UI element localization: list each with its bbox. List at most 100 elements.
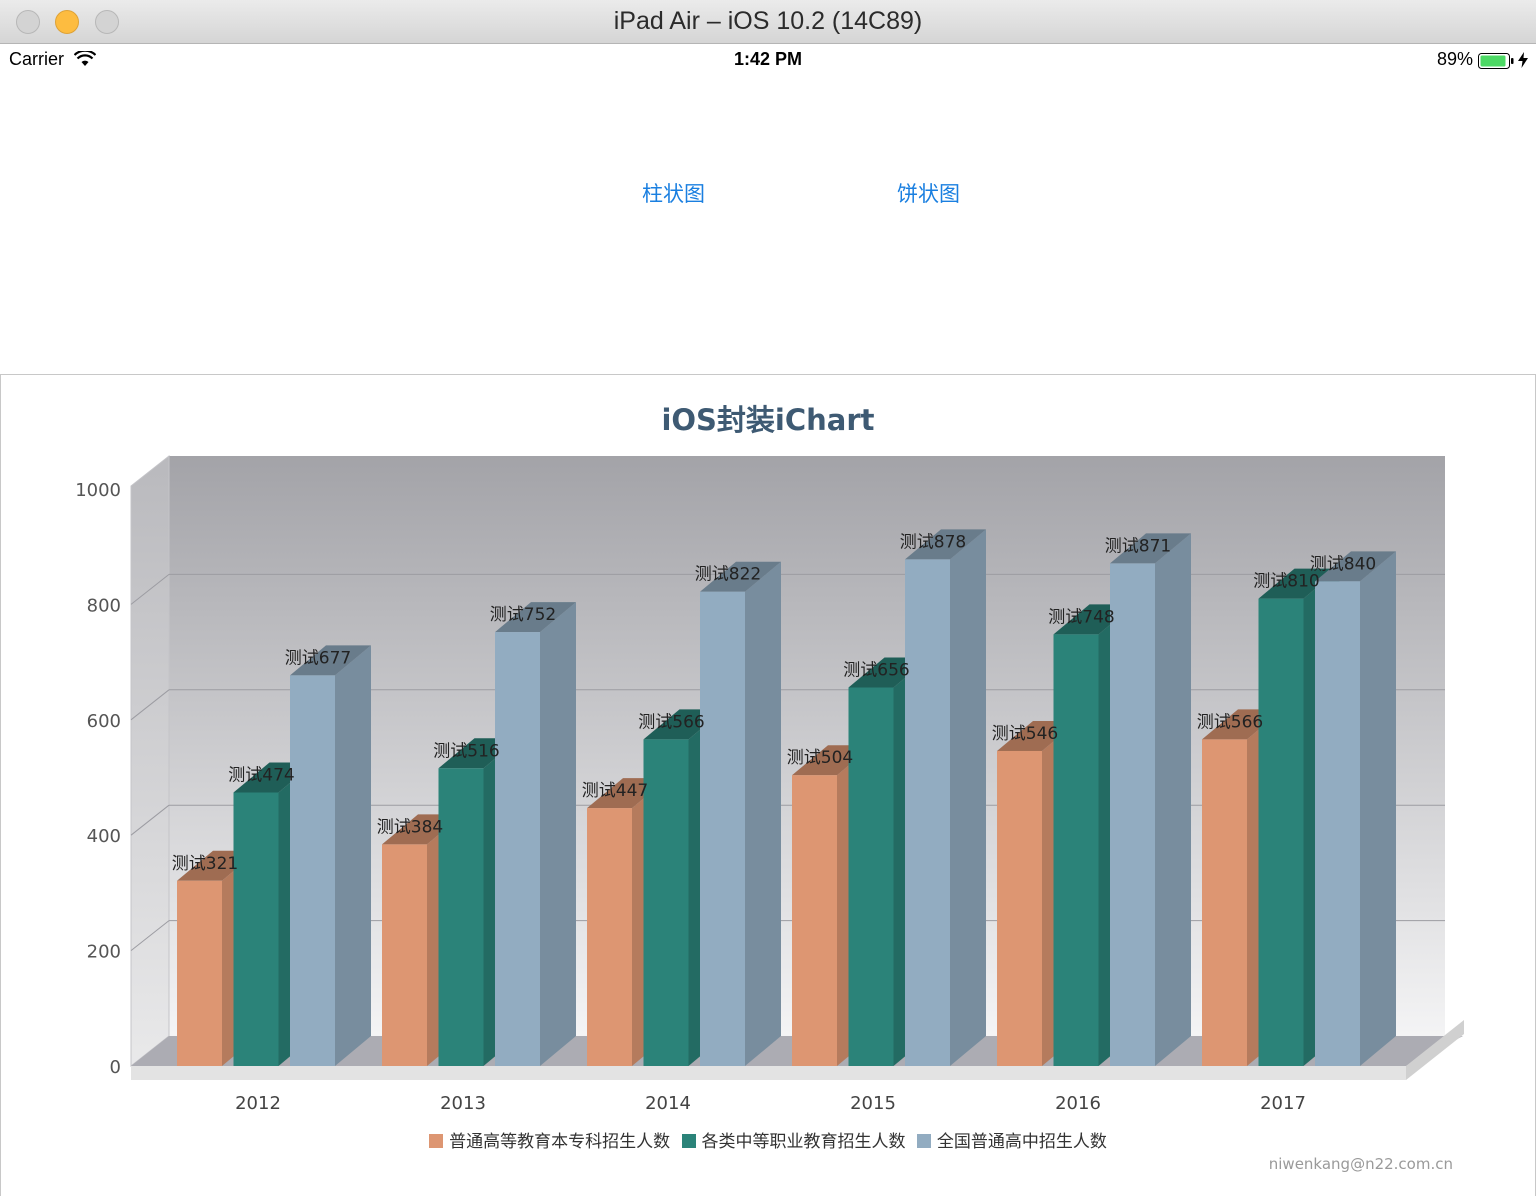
bar-front-face: [438, 768, 484, 1066]
legend-item: 全国普通高中招生人数: [916, 1127, 1107, 1152]
pie-chart-button[interactable]: 饼状图: [897, 182, 960, 206]
legend-label: 各类中等职业教育招生人数: [701, 1132, 906, 1152]
bar-side-face: [950, 529, 986, 1066]
status-time: 1:42 PM: [733, 49, 803, 69]
bar-chart-button[interactable]: 柱状图: [642, 182, 705, 206]
chart-title: iOS封装iChart: [661, 403, 875, 437]
bar-front-face: [495, 632, 540, 1066]
author-footnote: niwenkang@n22.com.cn: [1268, 1155, 1453, 1173]
data-label: 测试516: [433, 741, 499, 761]
x-tick-label: 2012: [235, 1093, 281, 1114]
data-label: 测试677: [285, 648, 351, 668]
legend-swatch: [681, 1134, 696, 1148]
battery-icon: [1478, 53, 1514, 69]
data-label: 测试447: [582, 781, 648, 801]
status-bar: Carrier 1:42 PM 89%: [0, 44, 1536, 74]
data-label: 测试566: [638, 712, 704, 732]
bar-front-face: [290, 675, 335, 1066]
data-label: 测试504: [787, 748, 853, 768]
close-window-button[interactable]: [16, 10, 40, 34]
data-label: 测试321: [172, 854, 238, 874]
bar-front-face: [700, 591, 745, 1066]
grid-line: [130, 804, 170, 836]
bar: [495, 602, 576, 1066]
carrier-label: Carrier: [9, 49, 65, 69]
grid-line: [130, 920, 170, 951]
bar-front-face: [1110, 563, 1155, 1066]
bar-front-face: [587, 808, 632, 1066]
bar-front-face: [382, 844, 427, 1066]
legend-label: 全国普通高中招生人数: [936, 1132, 1107, 1152]
x-tick-label: 2015: [850, 1093, 896, 1114]
data-label: 测试822: [695, 565, 761, 585]
data-label: 测试656: [843, 660, 909, 680]
bar-top-face: [495, 602, 576, 633]
y-tick-label: 600: [87, 711, 121, 732]
zoom-window-button[interactable]: [95, 10, 119, 34]
grid-line: [130, 574, 170, 605]
chart-floor-edge: [131, 1066, 1406, 1080]
window-titlebar: iPad Air – iOS 10.2 (14C89): [0, 0, 1536, 44]
data-label: 测试566: [1197, 712, 1263, 732]
bar: [905, 529, 986, 1066]
bar-front-face: [997, 750, 1042, 1066]
legend-item: 普通高等教育本专科招生人数: [429, 1127, 670, 1152]
y-tick-label: 400: [87, 826, 121, 847]
bar-front-face: [1315, 581, 1360, 1066]
data-label: 测试878: [900, 532, 966, 552]
data-label: 测试546: [992, 724, 1058, 744]
x-tick-label: 2013: [440, 1093, 486, 1114]
bar-side-face: [1360, 551, 1396, 1066]
legend-label: 普通高等教育本专科招生人数: [449, 1132, 671, 1152]
data-label: 测试474: [228, 766, 294, 786]
bar-front-face: [643, 739, 689, 1066]
wifi-icon: [74, 51, 96, 66]
x-tick-label: 2014: [645, 1093, 691, 1114]
charging-bolt-icon: [1518, 52, 1528, 68]
chart-legend: 普通高等教育本专科招生人数 各类中等职业教育招生人数 全国普通高中招生人数: [0, 1127, 1536, 1152]
chart-floor-side: [1406, 1020, 1464, 1080]
data-label: 测试752: [490, 605, 556, 625]
bar-side-face: [745, 561, 781, 1066]
x-tick-label: 2017: [1260, 1093, 1306, 1114]
bar-top-face: [700, 561, 781, 592]
bar-side-face: [1155, 533, 1191, 1066]
data-label: 测试871: [1105, 536, 1171, 556]
bar-front-face: [848, 687, 894, 1066]
bar: [1315, 551, 1396, 1066]
bar-front-face: [792, 775, 837, 1066]
bar: [1110, 533, 1191, 1066]
bar-top-face: [1258, 568, 1340, 599]
legend-item: 各类中等职业教育招生人数: [681, 1127, 906, 1152]
bar-top-face: [905, 529, 986, 560]
bar: [290, 645, 371, 1066]
bar-front-face: [177, 880, 222, 1066]
legend-swatch: [429, 1134, 444, 1148]
data-label: 测试384: [377, 817, 443, 837]
bar-top-face: [290, 645, 371, 676]
data-label: 测试840: [1310, 554, 1376, 574]
bar-front-face: [1202, 739, 1247, 1066]
data-label: 测试748: [1048, 607, 1114, 627]
bar: [700, 561, 781, 1066]
bar-side-face: [540, 602, 576, 1066]
bar-top-face: [1315, 551, 1396, 582]
minimize-window-button[interactable]: [55, 10, 79, 34]
chart-side-wall: [130, 454, 170, 1068]
y-tick-label: 1000: [75, 480, 121, 501]
grid-line: [130, 689, 170, 721]
y-tick-label: 0: [110, 1057, 121, 1078]
y-tick-label: 800: [87, 595, 121, 616]
bar-front-face: [1258, 598, 1304, 1066]
bar-front-face: [233, 792, 279, 1066]
bar-front-face: [1053, 634, 1099, 1066]
y-tick-label: 200: [87, 942, 121, 963]
window-title: iPad Air – iOS 10.2 (14C89): [613, 7, 923, 35]
bar-front-face: [905, 559, 950, 1066]
bar-chart: 0 200 400 600 800 1000 2012 2013 2014 2015 2016 201…: [75, 454, 1464, 1114]
battery-percentage: 89%: [1437, 49, 1474, 69]
data-label: 测试810: [1253, 572, 1319, 592]
legend-swatch: [916, 1134, 931, 1148]
bar-top-face: [1110, 533, 1191, 564]
bar-side-face: [335, 645, 371, 1066]
